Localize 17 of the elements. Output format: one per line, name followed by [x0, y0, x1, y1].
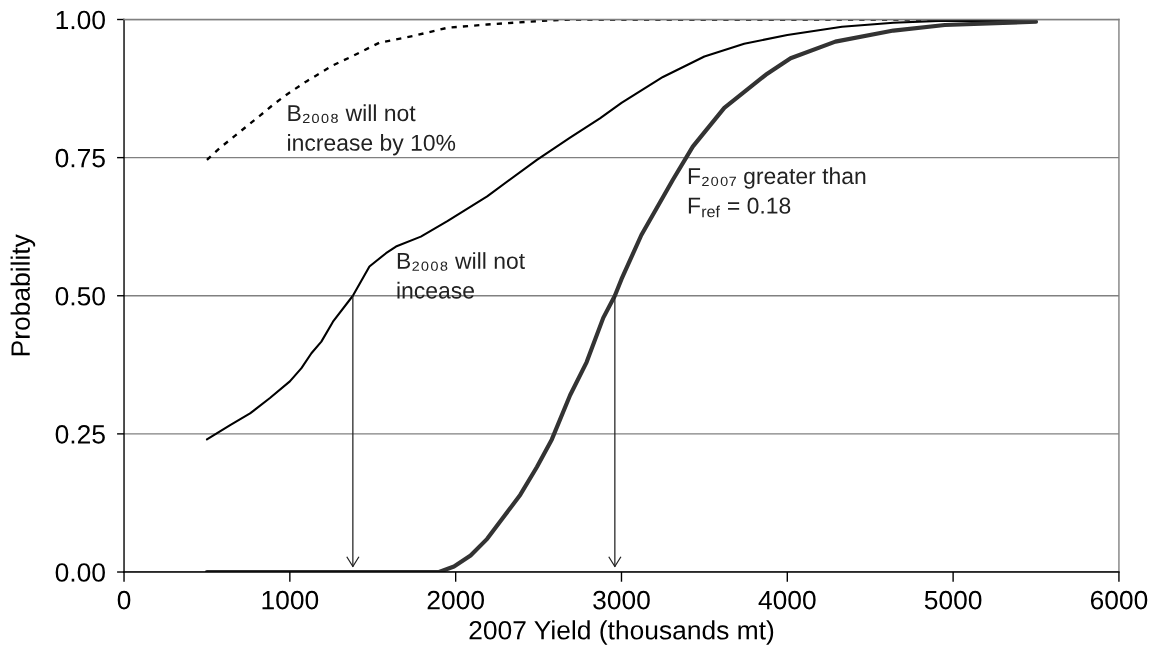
- x-tick-label: 3000: [593, 590, 650, 610]
- x-tick-label: 2000: [427, 590, 484, 610]
- annotation: F₂₀₀₇ greater than F$_{ref}$ = 0.18: [688, 167, 866, 218]
- annotation: B₂₀₀₈ will not increase by 10%: [288, 104, 456, 156]
- y-tick-label: 0.25: [55, 425, 105, 444]
- x-axis-title: 2007 Yield (thousands mt): [469, 620, 774, 645]
- y-axis-title: Probability: [10, 234, 36, 356]
- x-tick-label: 5000: [924, 590, 982, 610]
- y-tick-label: 0.00: [55, 563, 105, 582]
- y-tick-label: 1.00: [56, 10, 105, 30]
- y-tick-label: 0.50: [55, 286, 105, 306]
- y-tick-label: 0.75: [55, 148, 105, 168]
- x-tick-label: 0: [117, 590, 131, 610]
- x-tick-label: 6000: [1090, 590, 1148, 610]
- x-tick-label: 1000: [262, 590, 319, 610]
- x-tick-label: 4000: [758, 590, 816, 610]
- annotation: B₂₀₀₈ will not incease: [397, 252, 525, 299]
